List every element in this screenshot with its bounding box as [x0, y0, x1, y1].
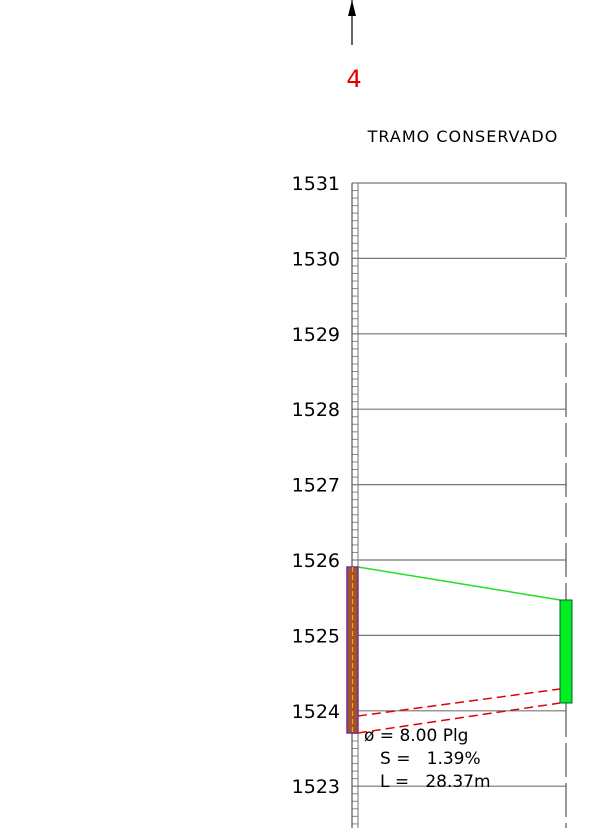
- marker-label: 4: [346, 65, 361, 93]
- elevation-label: 1530: [292, 248, 340, 270]
- grid: 1531 1530 1529 1528 1527 1526 1525 1524 1523: [292, 173, 566, 825]
- pipe-slope: S = 1.39%: [380, 749, 481, 769]
- pipe-bottom: [357, 702, 561, 734]
- elevation-label: 1524: [292, 701, 340, 723]
- pipe-top: [357, 688, 561, 717]
- elevation-label: 1531: [292, 173, 340, 195]
- elevation-label: 1528: [292, 399, 340, 421]
- elevation-label: 1525: [292, 625, 340, 647]
- manhole-right: [559, 599, 573, 704]
- ground-line: [357, 566, 561, 601]
- elevation-label: 1526: [292, 550, 340, 572]
- pipe-diameter: ø = 8.00 Plg: [364, 726, 468, 746]
- elevation-label: 1527: [292, 475, 340, 497]
- north-arrow-head: [348, 0, 356, 16]
- pipe-length: L = 28.37m: [380, 772, 491, 792]
- elevation-label: 1529: [292, 324, 340, 346]
- section-title: TRAMO CONSERVADO: [367, 127, 559, 146]
- elevation-label: 1523: [292, 776, 340, 798]
